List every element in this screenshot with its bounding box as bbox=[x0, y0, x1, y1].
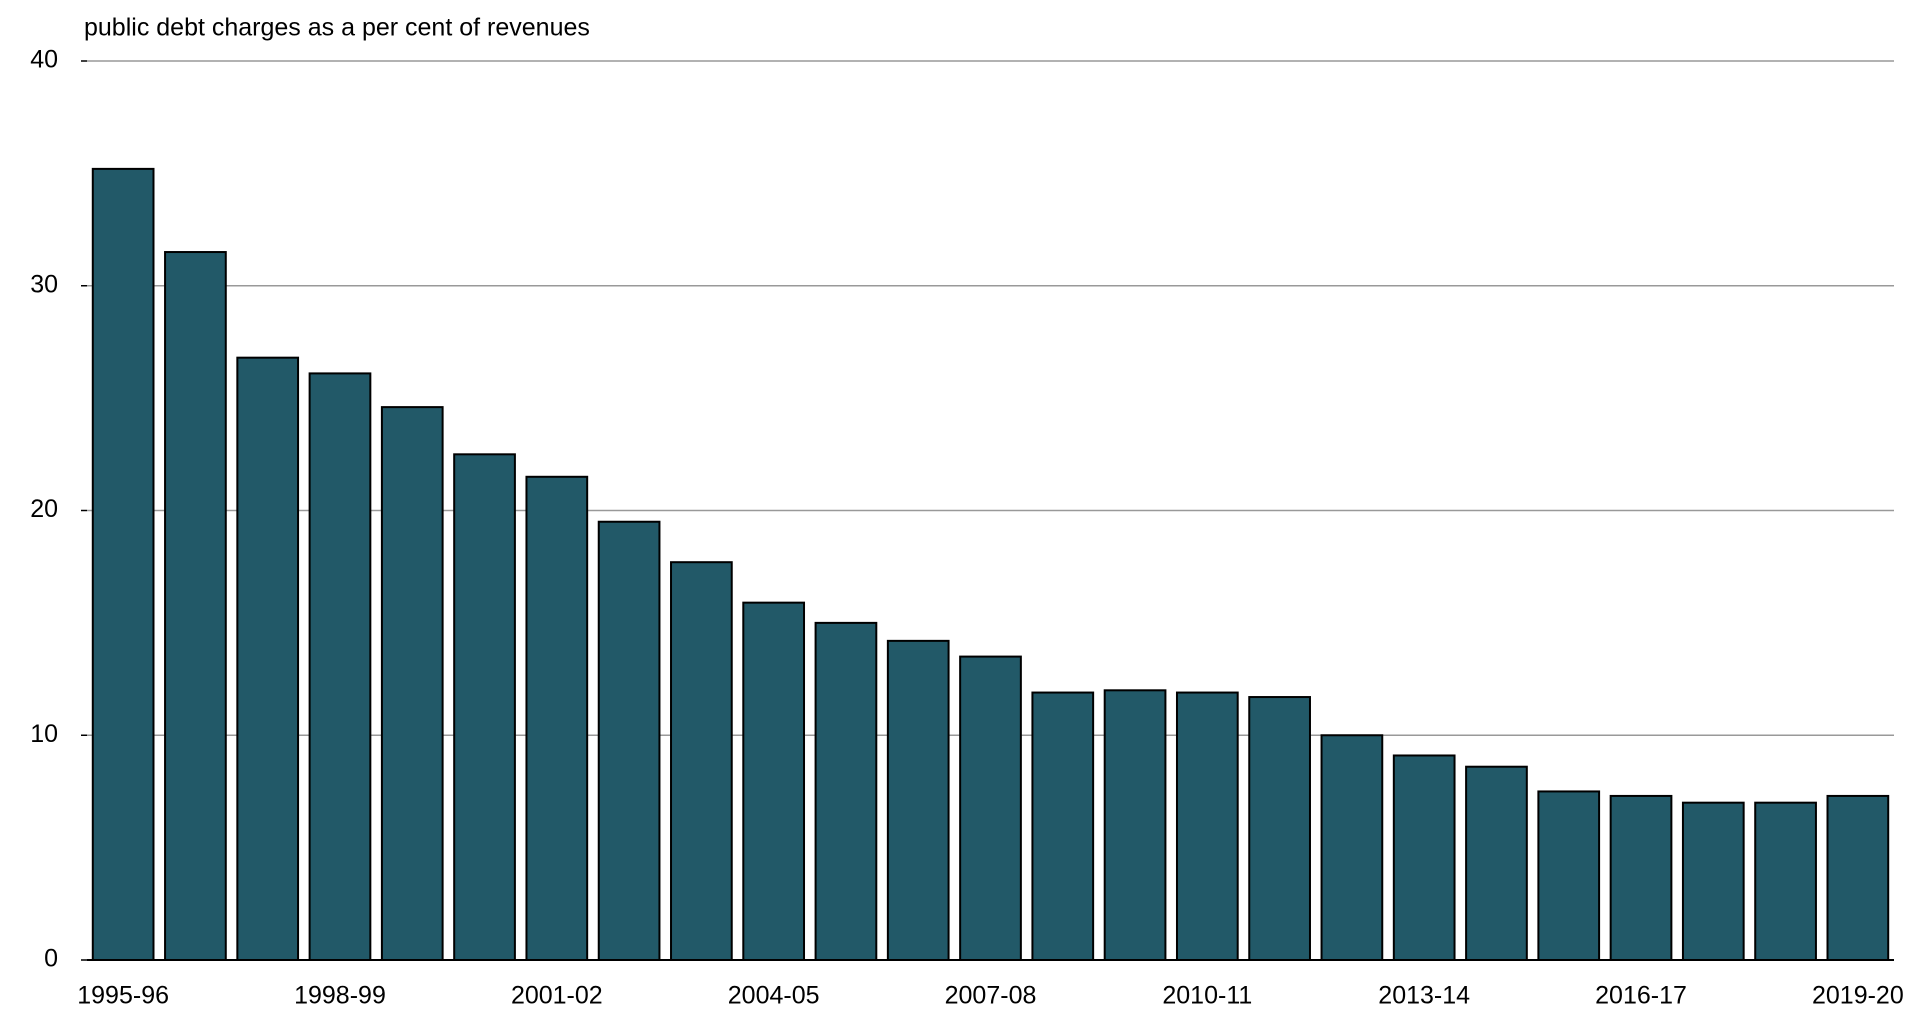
x-tick-label: 2001-02 bbox=[511, 982, 603, 1010]
bar bbox=[91, 167, 155, 961]
x-tick-label: 2007-08 bbox=[945, 982, 1037, 1010]
chart-title: public debt charges as a per cent of rev… bbox=[84, 14, 590, 42]
bar bbox=[814, 621, 878, 961]
bar bbox=[1320, 734, 1384, 961]
y-tick-label: 10 bbox=[30, 720, 58, 748]
bar bbox=[1248, 696, 1311, 961]
x-tick-label: 2019-20 bbox=[1812, 982, 1904, 1010]
bar bbox=[164, 251, 227, 962]
bar bbox=[886, 639, 950, 961]
x-tick-label: 1998-99 bbox=[294, 982, 386, 1010]
x-tick-label: 2010-11 bbox=[1162, 982, 1252, 1010]
bar bbox=[959, 655, 1022, 962]
x-tick-label: 2013-14 bbox=[1378, 982, 1470, 1010]
bar bbox=[1465, 765, 1528, 962]
bar bbox=[1392, 754, 1456, 961]
y-tick-label: 40 bbox=[30, 46, 58, 74]
bar bbox=[742, 601, 806, 962]
bar bbox=[1609, 794, 1673, 961]
bar bbox=[380, 406, 444, 961]
bar bbox=[1754, 801, 1817, 961]
bar bbox=[453, 453, 516, 961]
x-tick-label: 2016-17 bbox=[1595, 982, 1687, 1010]
bar bbox=[1175, 691, 1239, 961]
x-tick-label: 1995-96 bbox=[77, 982, 169, 1010]
bar bbox=[236, 356, 300, 962]
bar bbox=[308, 372, 372, 961]
bar bbox=[1681, 801, 1745, 961]
bar bbox=[525, 475, 589, 961]
bar bbox=[1537, 790, 1601, 961]
bar bbox=[1103, 689, 1167, 961]
y-tick-label: 0 bbox=[44, 945, 58, 973]
y-tick-label: 20 bbox=[30, 495, 58, 523]
bar bbox=[1826, 794, 1890, 961]
bar bbox=[597, 520, 661, 961]
y-tick-label: 30 bbox=[30, 270, 58, 298]
bar bbox=[1031, 691, 1095, 961]
x-tick-label: 2004-05 bbox=[728, 982, 820, 1010]
bar bbox=[670, 561, 733, 961]
